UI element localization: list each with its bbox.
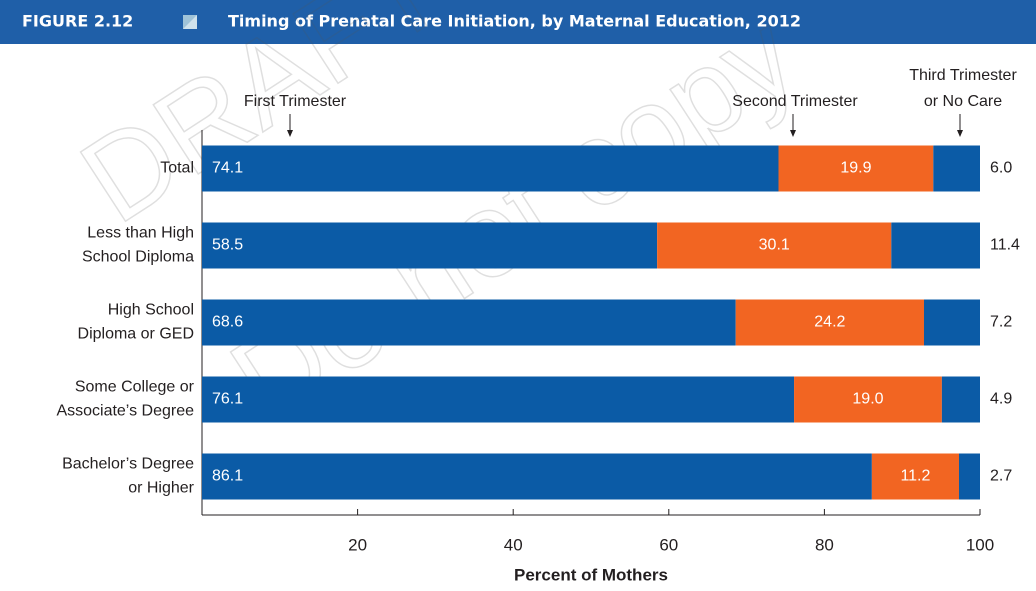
x-tick-label: 20 [348,535,367,554]
value-label: 6.0 [990,160,1012,177]
chart-title: Timing of Prenatal Care Initiation, by M… [228,12,801,31]
y-tick-label: Some College or Associate’s Degree [56,379,194,420]
value-label: 11.4 [990,237,1020,254]
legend-arrowhead [957,130,963,137]
x-tick-label: 100 [966,535,994,554]
value-label: 19.9 [840,160,871,177]
bar-segment [202,145,779,192]
bar-segment [958,453,980,500]
bar-segment [735,299,924,346]
bar-segment [657,222,892,269]
x-tick-label: 40 [504,535,523,554]
y-tick-label: Less than High School Diploma [82,225,194,266]
value-label: 11.2 [900,468,930,485]
value-label: 58.5 [212,237,243,254]
bar-segment [923,299,980,346]
figure-label: FIGURE 2.12 [22,12,133,31]
bar-segment [871,453,959,500]
value-label: 86.1 [212,468,243,485]
bar-segment [941,376,980,423]
bar-segment [202,299,736,346]
value-label: 74.1 [212,160,243,177]
legend-arrowhead [287,130,293,137]
bar-segment [202,222,658,269]
value-label: 19.0 [852,391,883,408]
x-axis-label: Percent of Mothers [514,565,668,584]
value-label: 2.7 [990,468,1012,485]
bar-segment [933,145,980,192]
bar-segment [202,453,872,500]
legend-label: Second Trimester [732,93,858,110]
legend-label: Third Trimester or No Care [909,67,1017,110]
value-label: 68.6 [212,314,243,331]
y-tick-label: Bachelor’s Degree or Higher [62,456,195,497]
legend-label: First Trimester [244,93,347,110]
x-tick-label: 80 [815,535,834,554]
bar-segment [202,376,795,423]
value-label: 24.2 [814,314,845,331]
header-band [0,0,1036,44]
legend-arrowhead [790,130,796,137]
value-label: 7.2 [990,314,1012,331]
bar-segment [778,145,934,192]
y-tick-label: High School Diploma or GED [78,302,194,343]
value-label: 4.9 [990,391,1012,408]
y-tick-label: Total [160,160,194,177]
value-label: 76.1 [212,391,243,408]
value-label: 30.1 [759,237,790,254]
bar-segment [891,222,980,269]
bar-segment [794,376,942,423]
header-icon-shade [183,15,197,29]
x-tick-label: 60 [659,535,678,554]
